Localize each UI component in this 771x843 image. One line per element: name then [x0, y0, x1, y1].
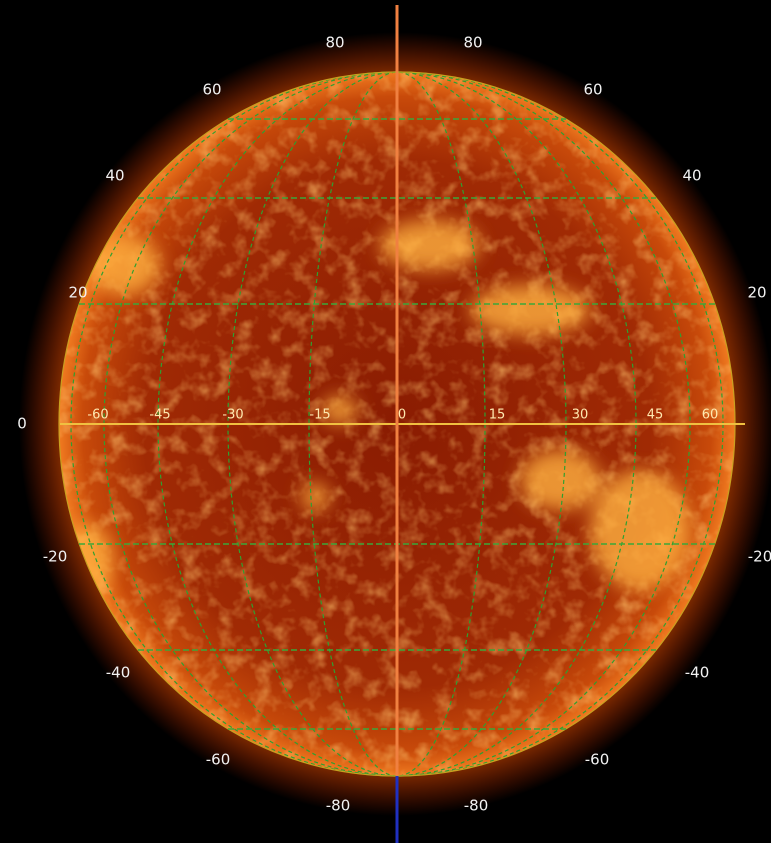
latitude-label: 40	[682, 167, 701, 185]
longitude-label: -15	[309, 408, 330, 423]
longitude-label: -60	[87, 408, 108, 423]
longitude-label: 0	[398, 408, 406, 423]
labels: 80 60 40 20 0 -20 -40 -60 -80 80 60 40 20 -20 -40 -60 -8…	[17, 34, 771, 815]
latitude-label: -60	[585, 751, 610, 769]
latitude-label: -80	[464, 797, 489, 815]
latitude-label: 80	[325, 34, 344, 52]
latitude-label: -60	[206, 751, 231, 769]
longitude-label: -45	[149, 408, 170, 423]
latitude-label: -40	[106, 664, 131, 682]
latitude-label: -20	[748, 548, 771, 566]
latitude-label: -20	[43, 548, 68, 566]
latitude-label: 80	[463, 34, 482, 52]
longitude-label: 45	[647, 408, 664, 423]
latitude-label: 0	[17, 415, 27, 433]
longitude-label: 60	[702, 408, 719, 423]
latitude-label: 60	[583, 81, 602, 99]
latitude-label: 40	[105, 167, 124, 185]
latitude-label: -80	[326, 797, 351, 815]
latitude-label: 20	[747, 284, 766, 302]
latitude-label: 20	[68, 284, 87, 302]
latitude-label: 60	[202, 81, 221, 99]
longitude-label: -30	[222, 408, 243, 423]
longitude-label: 30	[572, 408, 589, 423]
latitude-label: -40	[685, 664, 710, 682]
longitude-label: 15	[489, 408, 506, 423]
